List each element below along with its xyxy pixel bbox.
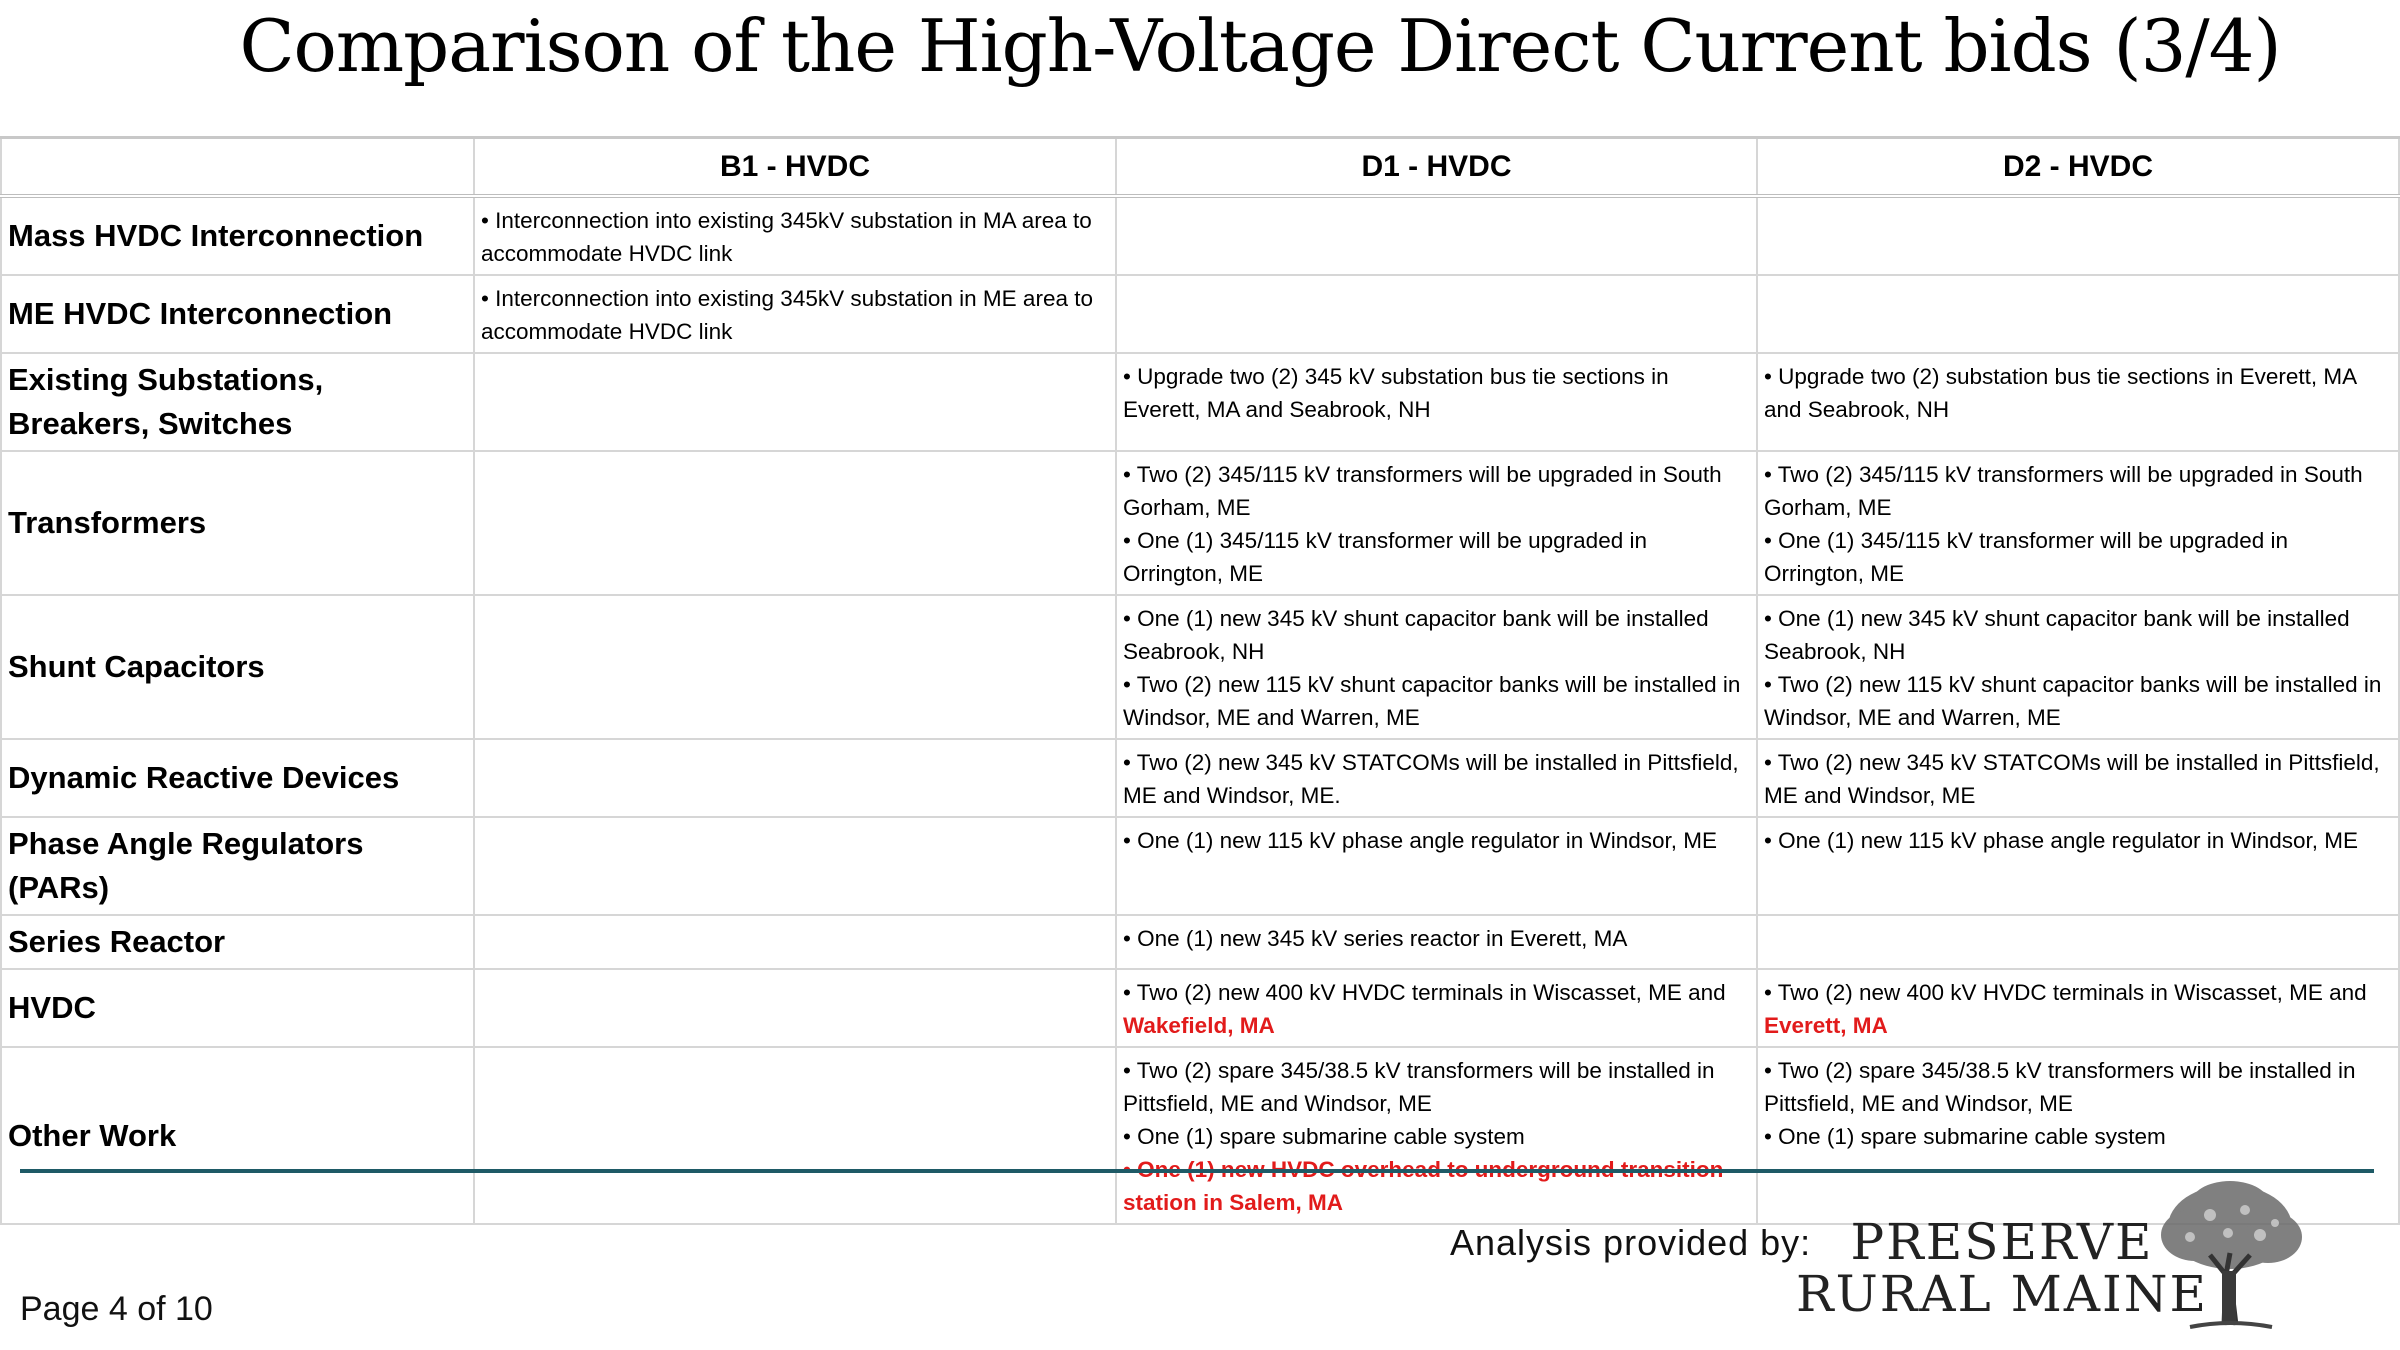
row-label: Existing Substations, Breakers, Switches — [0, 352, 475, 452]
highlight-location: Wakefield, MA — [1123, 1013, 1275, 1038]
analysis-credit: Analysis provided by: — [1450, 1222, 1812, 1263]
row-label: Mass HVDC Interconnection — [0, 195, 475, 276]
bullet-text: • Two (2) new 115 kV shunt capacitor ban… — [1764, 672, 2382, 730]
page-title: Comparison of the High-Voltage Direct Cu… — [239, 4, 2281, 88]
page-number: Page 4 of 10 — [20, 1290, 213, 1328]
cell-d1: • One (1) new 345 kV shunt capacitor ban… — [1115, 594, 1758, 740]
footer-divider — [20, 1169, 2374, 1173]
bullet-text: • One (1) 345/115 kV transformer will be… — [1123, 528, 1647, 586]
cell-b1 — [473, 352, 1117, 452]
cell-b1 — [473, 1046, 1117, 1225]
cell-d1 — [1115, 195, 1758, 276]
cell-d2: • Two (2) 345/115 kV transformers will b… — [1756, 450, 2400, 596]
bullet-text: • Interconnection into existing 345kV su… — [481, 208, 1092, 266]
cell-d1: • One (1) new 345 kV series reactor in E… — [1115, 914, 1758, 970]
row-label: Dynamic Reactive Devices — [0, 738, 475, 818]
table-row: Phase Angle Regulators (PARs) • One (1) … — [0, 816, 2400, 916]
logo-line-1: PRESERVE — [1850, 1213, 2154, 1271]
bullet-text: • Two (2) 345/115 kV transformers will b… — [1764, 462, 2363, 520]
bullet-text: • One (1) 345/115 kV transformer will be… — [1764, 528, 2288, 586]
cell-d2: • One (1) new 115 kV phase angle regulat… — [1756, 816, 2400, 916]
row-label: Series Reactor — [0, 914, 475, 970]
cell-d1: • One (1) new 115 kV phase angle regulat… — [1115, 816, 1758, 916]
comparison-table-container: B1 - HVDC D1 - HVDC D2 - HVDC Mass HVDC … — [0, 136, 2400, 1225]
table-row: Dynamic Reactive Devices • Two (2) new 3… — [0, 738, 2400, 818]
cell-d2 — [1756, 274, 2400, 354]
cell-d1: • Two (2) new 345 kV STATCOMs will be in… — [1115, 738, 1758, 818]
bullet-text: • Upgrade two (2) substation bus tie sec… — [1764, 364, 2356, 422]
bullet-text: • Two (2) new 345 kV STATCOMs will be in… — [1123, 750, 1739, 808]
cell-d1: • Two (2) spare 345/38.5 kV transformers… — [1115, 1046, 1758, 1225]
cell-b1 — [473, 914, 1117, 970]
bullet-text: • One (1) new 345 kV shunt capacitor ban… — [1123, 606, 1709, 664]
cell-d2: • One (1) new 345 kV shunt capacitor ban… — [1756, 594, 2400, 740]
row-label: HVDC — [0, 968, 475, 1048]
logo-wordmark: PRESERVE RURAL MAINE — [1796, 1216, 2208, 1320]
cell-b1 — [473, 738, 1117, 818]
cell-b1: • Interconnection into existing 345kV su… — [473, 274, 1117, 354]
row-label: Shunt Capacitors — [0, 594, 475, 740]
table-row: Existing Substations, Breakers, Switches… — [0, 352, 2400, 452]
cell-d2 — [1756, 914, 2400, 970]
bullet-text: • Two (2) 345/115 kV transformers will b… — [1123, 462, 1722, 520]
cell-d1: • Two (2) new 400 kV HVDC terminals in W… — [1115, 968, 1758, 1048]
table-row: ME HVDC Interconnection • Interconnectio… — [0, 274, 2400, 354]
row-label: Transformers — [0, 450, 475, 596]
logo-line-2: RURAL MAINE — [1796, 1265, 2208, 1323]
bullet-text: • Two (2) new 115 kV shunt capacitor ban… — [1123, 672, 1741, 730]
bullet-text: • One (1) new 345 kV series reactor in E… — [1123, 926, 1628, 951]
bullet-text: • Interconnection into existing 345kV su… — [481, 286, 1093, 344]
bullet-text: • Two (2) new 345 kV STATCOMs will be in… — [1764, 750, 2380, 808]
highlight-location: Everett, MA — [1764, 1013, 1888, 1038]
cell-d2: • Upgrade two (2) substation bus tie sec… — [1756, 352, 2400, 452]
cell-d2: • Two (2) new 400 kV HVDC terminals in W… — [1756, 968, 2400, 1048]
row-label: ME HVDC Interconnection — [0, 274, 475, 354]
table-row: HVDC • Two (2) new 400 kV HVDC terminals… — [0, 968, 2400, 1048]
cell-d1: • Two (2) 345/115 kV transformers will b… — [1115, 450, 1758, 596]
comparison-table: B1 - HVDC D1 - HVDC D2 - HVDC Mass HVDC … — [0, 136, 2400, 1225]
bullet-text: • Two (2) new 400 kV HVDC terminals in W… — [1123, 980, 1726, 1005]
header-d1-hvdc: D1 - HVDC — [1115, 136, 1758, 198]
table-row: Transformers • Two (2) 345/115 kV transf… — [0, 450, 2400, 596]
tree-logo-icon — [2161, 1181, 2302, 1329]
bullet-text: • Two (2) new 400 kV HVDC terminals in W… — [1764, 980, 2367, 1005]
bullet-text: • Upgrade two (2) 345 kV substation bus … — [1123, 364, 1669, 422]
bullet-text: • One (1) spare submarine cable system — [1123, 1124, 1525, 1149]
header-empty — [0, 136, 475, 198]
table-row: Mass HVDC Interconnection • Interconnect… — [0, 195, 2400, 276]
header-d2-hvdc: D2 - HVDC — [1756, 136, 2400, 198]
bullet-text: • One (1) new 115 kV phase angle regulat… — [1123, 828, 1718, 853]
bullet-text: • One (1) new 115 kV phase angle regulat… — [1764, 828, 2359, 853]
table-row: Series Reactor • One (1) new 345 kV seri… — [0, 914, 2400, 970]
table-row: Other Work • Two (2) spare 345/38.5 kV t… — [0, 1046, 2400, 1225]
row-label: Phase Angle Regulators (PARs) — [0, 816, 475, 916]
bullet-text: • Two (2) spare 345/38.5 kV transformers… — [1123, 1058, 1715, 1116]
header-b1-hvdc: B1 - HVDC — [473, 136, 1117, 198]
cell-b1 — [473, 450, 1117, 596]
cell-d2: • Two (2) new 345 kV STATCOMs will be in… — [1756, 738, 2400, 818]
highlight-bullet: • One (1) new HVDC overhead to undergrou… — [1123, 1157, 1723, 1215]
cell-b1 — [473, 968, 1117, 1048]
cell-d2: • Two (2) spare 345/38.5 kV transformers… — [1756, 1046, 2400, 1225]
cell-b1: • Interconnection into existing 345kV su… — [473, 195, 1117, 276]
table-header-row: B1 - HVDC D1 - HVDC D2 - HVDC — [0, 136, 2400, 198]
cell-b1 — [473, 816, 1117, 916]
cell-d1 — [1115, 274, 1758, 354]
bullet-text: • Two (2) spare 345/38.5 kV transformers… — [1764, 1058, 2356, 1116]
cell-d1: • Upgrade two (2) 345 kV substation bus … — [1115, 352, 1758, 452]
table-row: Shunt Capacitors • One (1) new 345 kV sh… — [0, 594, 2400, 740]
cell-d2 — [1756, 195, 2400, 276]
row-label: Other Work — [0, 1046, 475, 1225]
cell-b1 — [473, 594, 1117, 740]
bullet-text: • One (1) spare submarine cable system — [1764, 1124, 2166, 1149]
bullet-text: • One (1) new 345 kV shunt capacitor ban… — [1764, 606, 2350, 664]
